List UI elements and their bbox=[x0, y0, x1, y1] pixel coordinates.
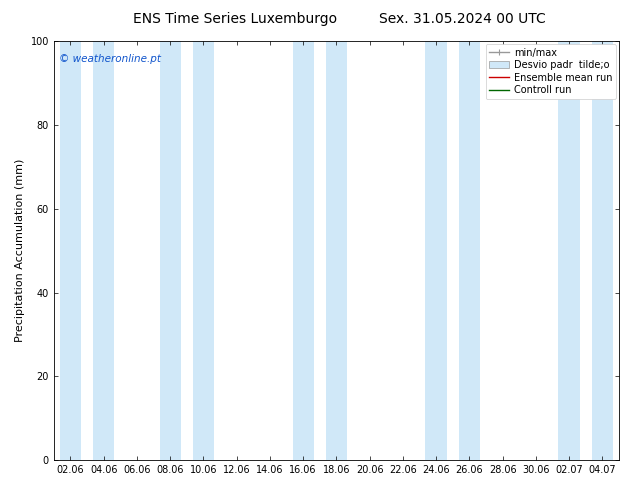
Text: ENS Time Series Luxemburgo: ENS Time Series Luxemburgo bbox=[133, 12, 337, 26]
Bar bbox=[559, 41, 579, 460]
Bar bbox=[160, 41, 181, 460]
Bar bbox=[193, 41, 214, 460]
Bar bbox=[292, 41, 314, 460]
Y-axis label: Precipitation Accumulation (mm): Precipitation Accumulation (mm) bbox=[15, 159, 25, 343]
Legend: min/max, Desvio padr  tilde;o, Ensemble mean run, Controll run: min/max, Desvio padr tilde;o, Ensemble m… bbox=[486, 44, 616, 99]
Text: Sex. 31.05.2024 00 UTC: Sex. 31.05.2024 00 UTC bbox=[379, 12, 547, 26]
Bar bbox=[60, 41, 81, 460]
Bar bbox=[425, 41, 447, 460]
Bar bbox=[459, 41, 480, 460]
Bar bbox=[93, 41, 114, 460]
Bar bbox=[326, 41, 347, 460]
Bar bbox=[592, 41, 613, 460]
Text: © weatheronline.pt: © weatheronline.pt bbox=[60, 53, 162, 64]
